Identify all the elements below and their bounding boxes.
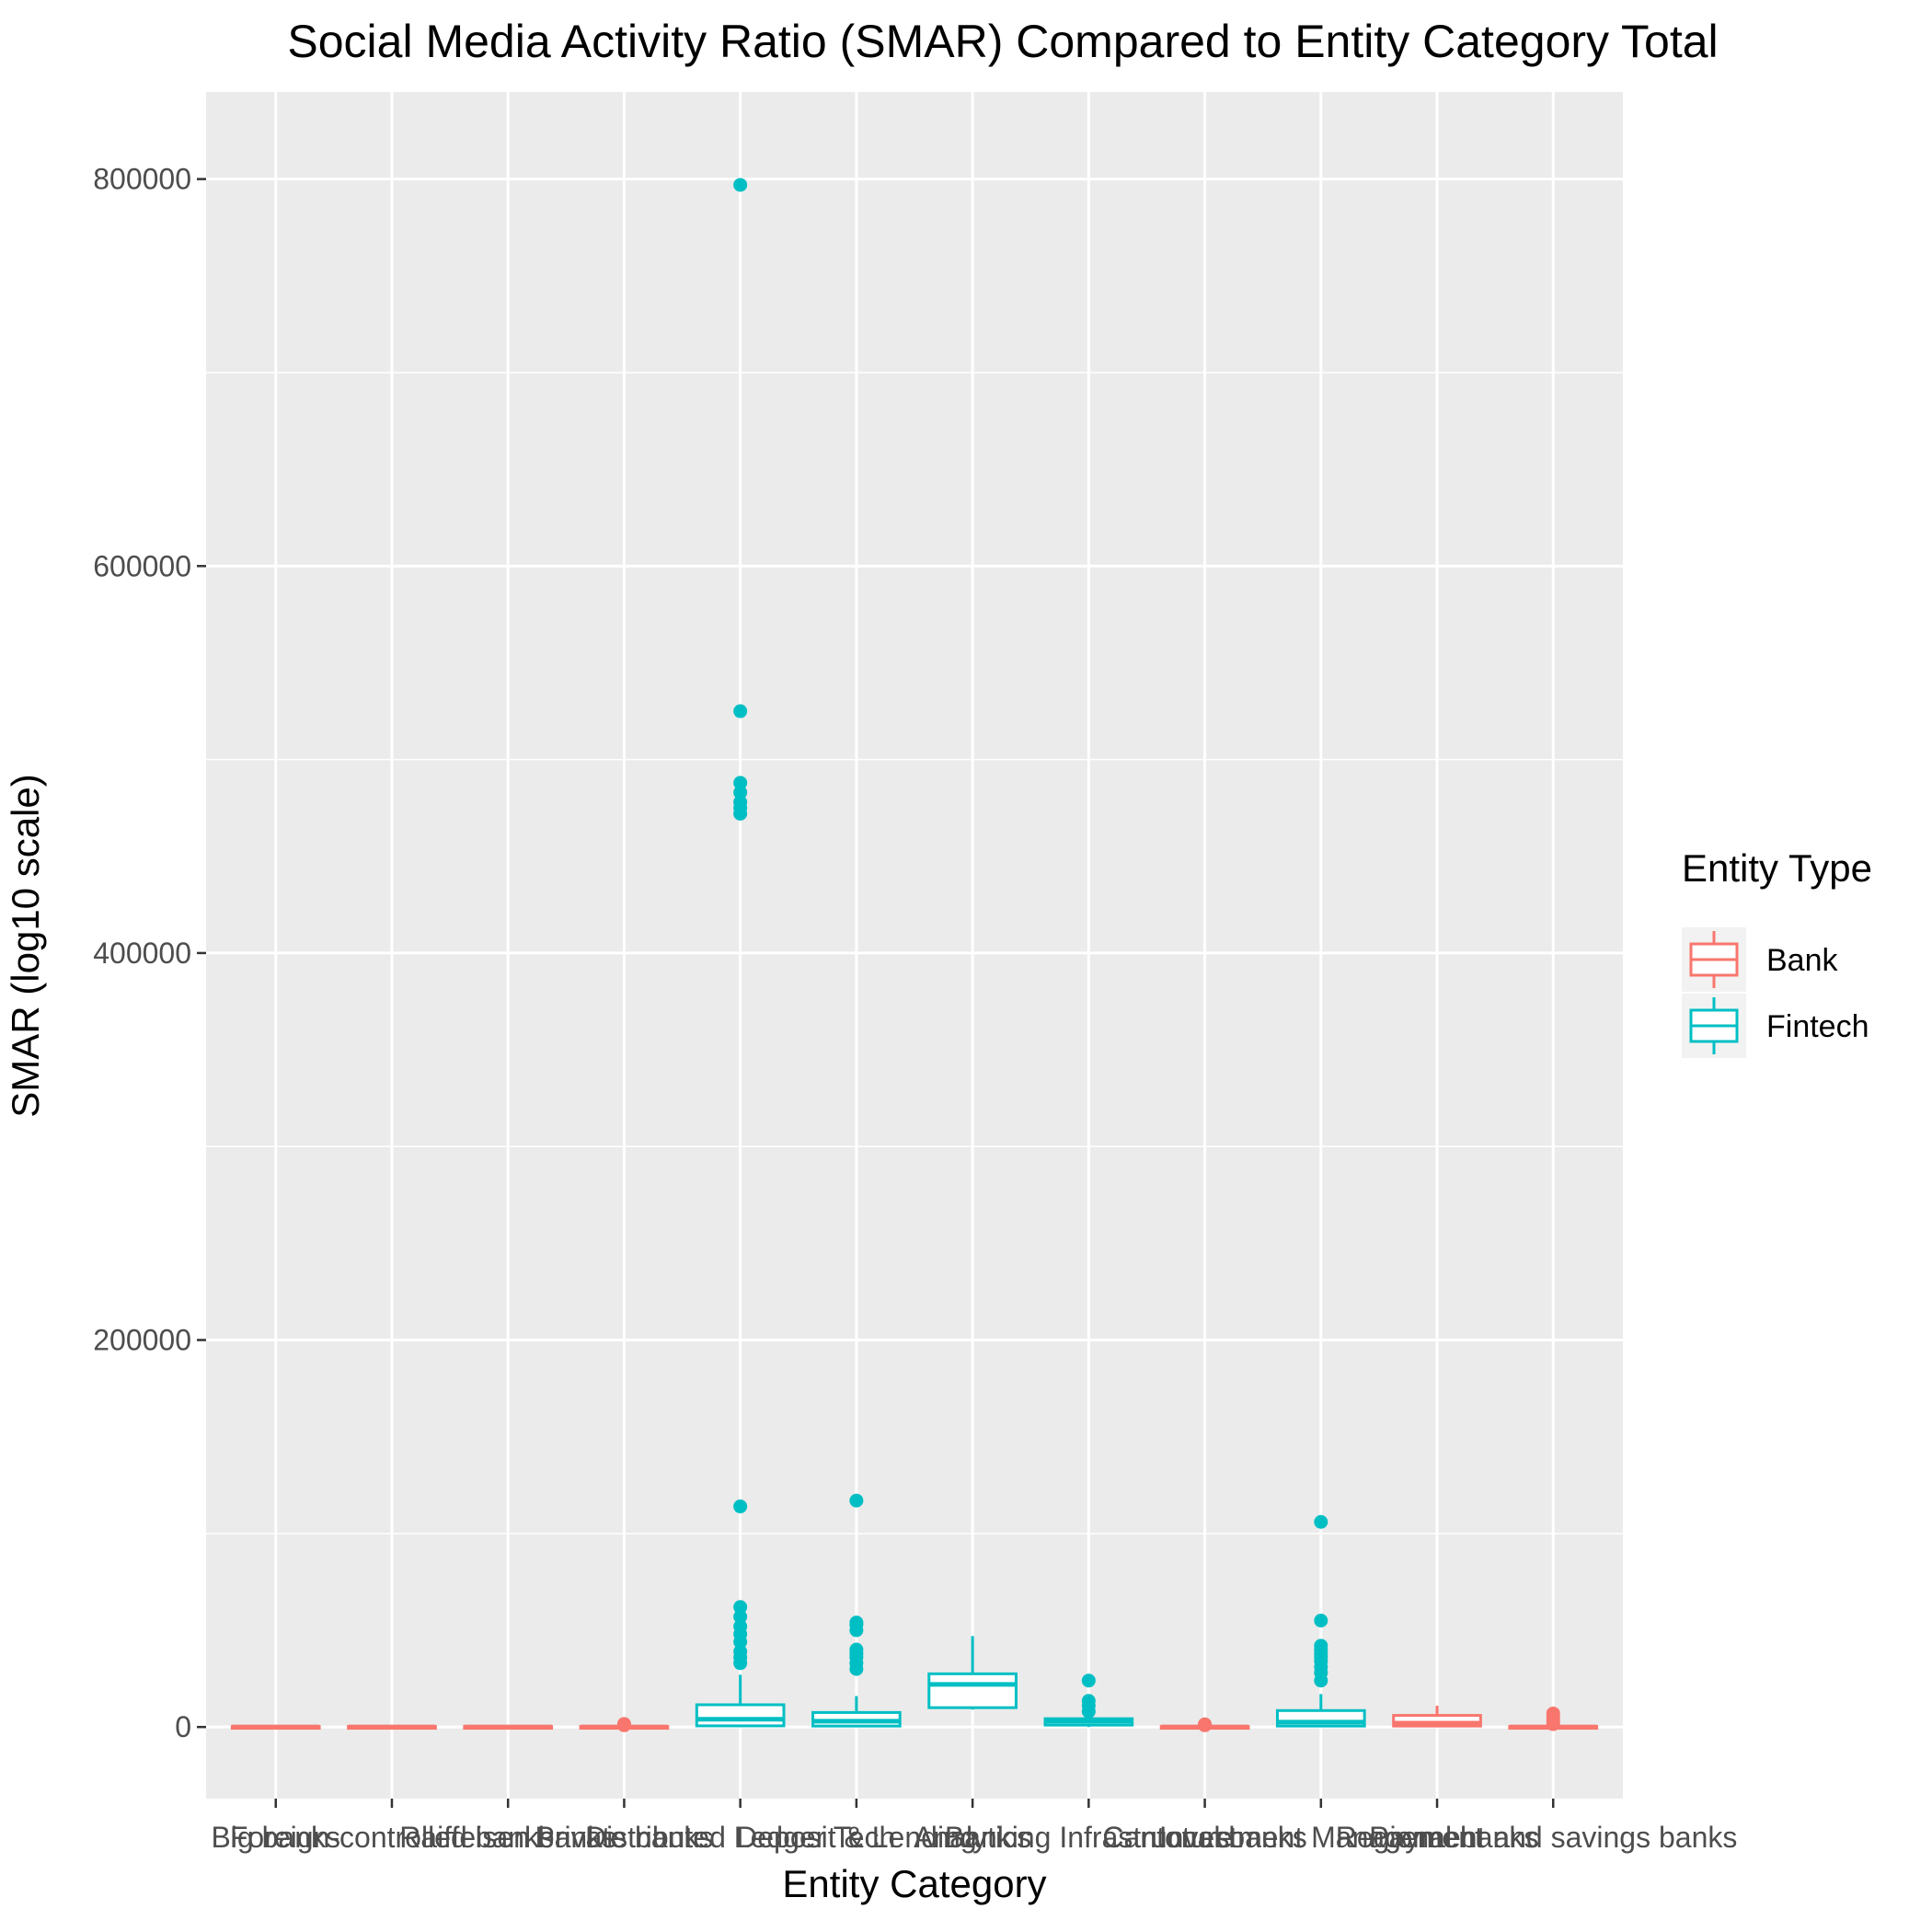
box-5	[811, 1493, 902, 1728]
x-tick-label: Cantonal banks	[1102, 1821, 1306, 1854]
legend-item-fintech: Fintech	[1682, 994, 1869, 1058]
x-tick-label: Big banks	[211, 1821, 340, 1854]
box-outlier	[733, 1609, 748, 1624]
x-tick-label: Banking Infrastructure	[945, 1821, 1233, 1854]
legend-title: Entity Type	[1682, 846, 1872, 890]
box-outlier	[849, 1616, 864, 1630]
box-outlier	[1546, 1706, 1560, 1720]
legend-label: Fintech	[1766, 1009, 1869, 1044]
x-tick-label: Foreign-controlled banks	[230, 1821, 554, 1854]
box-iqr	[1392, 1714, 1482, 1728]
grid-major	[206, 92, 1623, 1799]
box-8	[1159, 1717, 1250, 1732]
box-3	[579, 1717, 670, 1732]
legend: Entity Type Bank Fintech	[1682, 846, 1872, 1058]
box-outlier	[733, 785, 748, 799]
y-tick-label: 400000	[93, 937, 191, 970]
x-tick-label: Payment and savings banks	[1369, 1821, 1737, 1854]
legend-label: Bank	[1766, 943, 1838, 978]
box-outlier	[733, 776, 748, 790]
box-outlier	[849, 1642, 864, 1657]
box-outlier	[1314, 1514, 1328, 1529]
box-outlier	[849, 1493, 864, 1508]
box-outlier	[1314, 1639, 1328, 1653]
y-tick-label: 800000	[93, 163, 191, 196]
chart-title: Social Media Activity Ratio (SMAR) Compa…	[287, 16, 1718, 67]
box-1	[347, 1724, 437, 1731]
x-tick-label: Regional banks	[1336, 1821, 1539, 1854]
box-9	[1275, 1514, 1366, 1728]
box-2	[463, 1724, 554, 1731]
box-outlier	[733, 795, 748, 810]
box-11	[1508, 1706, 1599, 1731]
box-0	[230, 1724, 321, 1731]
boxplot-series	[230, 178, 1599, 1732]
box-7	[1043, 1673, 1134, 1728]
y-tick-label: 0	[175, 1710, 191, 1743]
plot-panel	[206, 92, 1623, 1799]
y-axis-title: SMAR (log10 scale)	[4, 774, 47, 1117]
box-iqr	[695, 1703, 786, 1728]
x-tick-label: Analytics	[914, 1821, 1031, 1854]
box-outlier	[1314, 1614, 1328, 1628]
box-outlier	[733, 178, 748, 192]
legend-item-bank: Bank	[1682, 927, 1838, 992]
x-tick-label: Investment Management	[1159, 1821, 1483, 1854]
box-outlier	[616, 1717, 631, 1731]
box-4	[695, 178, 786, 1728]
box-outlier	[733, 1499, 748, 1513]
box-outlier	[1081, 1694, 1096, 1708]
y-axis: 0 200000 400000 600000 800000	[93, 163, 206, 1743]
box-iqr	[927, 1672, 1018, 1709]
x-axis-title: Entity Category	[782, 1862, 1046, 1905]
x-tick-label: Distributed Ledger Tech	[585, 1821, 895, 1854]
box-10	[1392, 1706, 1482, 1728]
y-tick-label: 200000	[93, 1324, 191, 1357]
x-tick-label: Deposit & Lending	[736, 1821, 977, 1854]
box-outlier	[1081, 1673, 1096, 1688]
grid-minor	[206, 372, 1623, 1535]
y-tick-label: 600000	[93, 549, 191, 582]
box-outlier	[733, 704, 748, 719]
x-tick-label: Private banks	[535, 1821, 713, 1854]
box-6	[927, 1636, 1018, 1710]
box-outlier	[733, 1644, 748, 1659]
box-outlier	[1198, 1717, 1213, 1731]
box-outlier	[733, 1600, 748, 1615]
box-outlier	[733, 1619, 748, 1634]
x-tick-label: Raiffeisen banks	[399, 1821, 616, 1854]
